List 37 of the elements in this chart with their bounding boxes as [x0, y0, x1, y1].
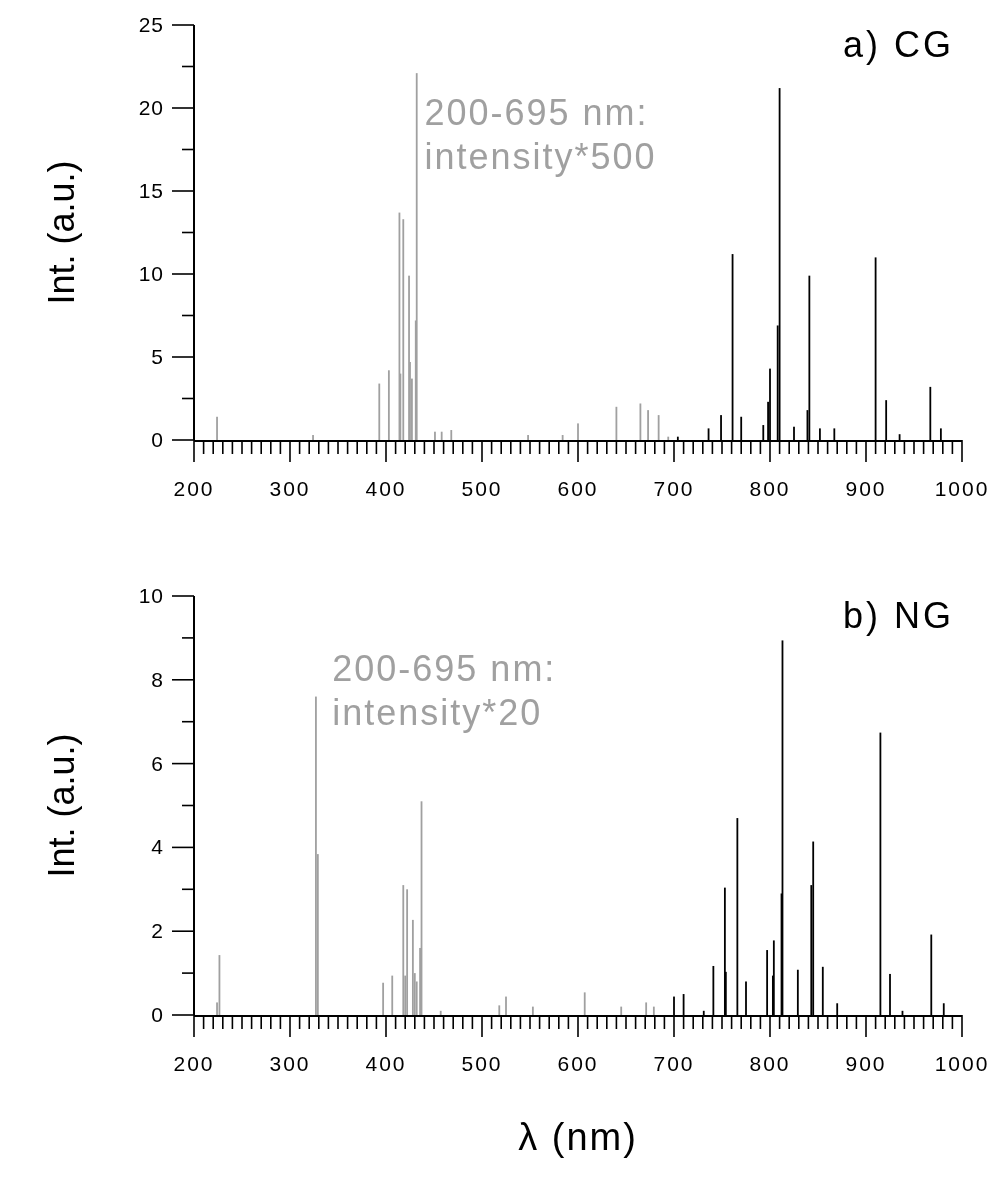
y-tick-label: 4	[151, 835, 164, 859]
x-tick-label: 1000	[934, 1052, 990, 1075]
x-tick-label: 200	[173, 1052, 215, 1075]
x-tick-label: 500	[461, 1052, 503, 1075]
y-tick-label: 15	[138, 179, 164, 202]
y-tick-label: 8	[151, 667, 164, 691]
x-tick-label: 300	[269, 1052, 311, 1075]
y-axis-title: Int. (a.u.)	[41, 160, 82, 305]
x-tick-label: 500	[461, 477, 503, 500]
x-tick-label: 900	[845, 477, 887, 500]
annotation: 200-695 nm: intensity*500	[424, 92, 657, 177]
y-tick-label: 0	[151, 428, 164, 451]
y-tick-label: 25	[138, 13, 164, 36]
y-tick-label: 0	[151, 1003, 164, 1026]
x-tick-label: 400	[365, 477, 407, 500]
x-tick-label: 600	[557, 1052, 599, 1075]
chart-title: a) CG	[842, 24, 954, 65]
y-axis-title: Int. (a.u.)	[41, 733, 82, 878]
chart-title: b) NG	[842, 595, 954, 636]
x-tick-label: 700	[653, 1052, 695, 1075]
y-tick-label: 20	[138, 96, 164, 119]
y-tick-label: 10	[138, 584, 164, 607]
x-tick-label: 800	[749, 477, 791, 500]
x-tick-label: 1000	[934, 477, 990, 500]
y-tick-label: 2	[151, 919, 164, 943]
y-tick-label: 10	[138, 262, 164, 285]
x-tick-label: 300	[269, 477, 311, 500]
x-tick-label: 800	[749, 1052, 791, 1075]
x-tick-label: 700	[653, 477, 695, 500]
x-tick-label: 900	[845, 1052, 887, 1075]
annotation: 200-695 nm: intensity*20	[332, 648, 557, 733]
x-axis-title: λ (nm)	[518, 1116, 638, 1158]
x-tick-label: 600	[557, 477, 599, 500]
y-tick-label: 5	[151, 345, 164, 368]
x-tick-label: 400	[365, 1052, 407, 1075]
x-tick-label: 200	[173, 477, 215, 500]
y-tick-label: 6	[151, 751, 164, 775]
